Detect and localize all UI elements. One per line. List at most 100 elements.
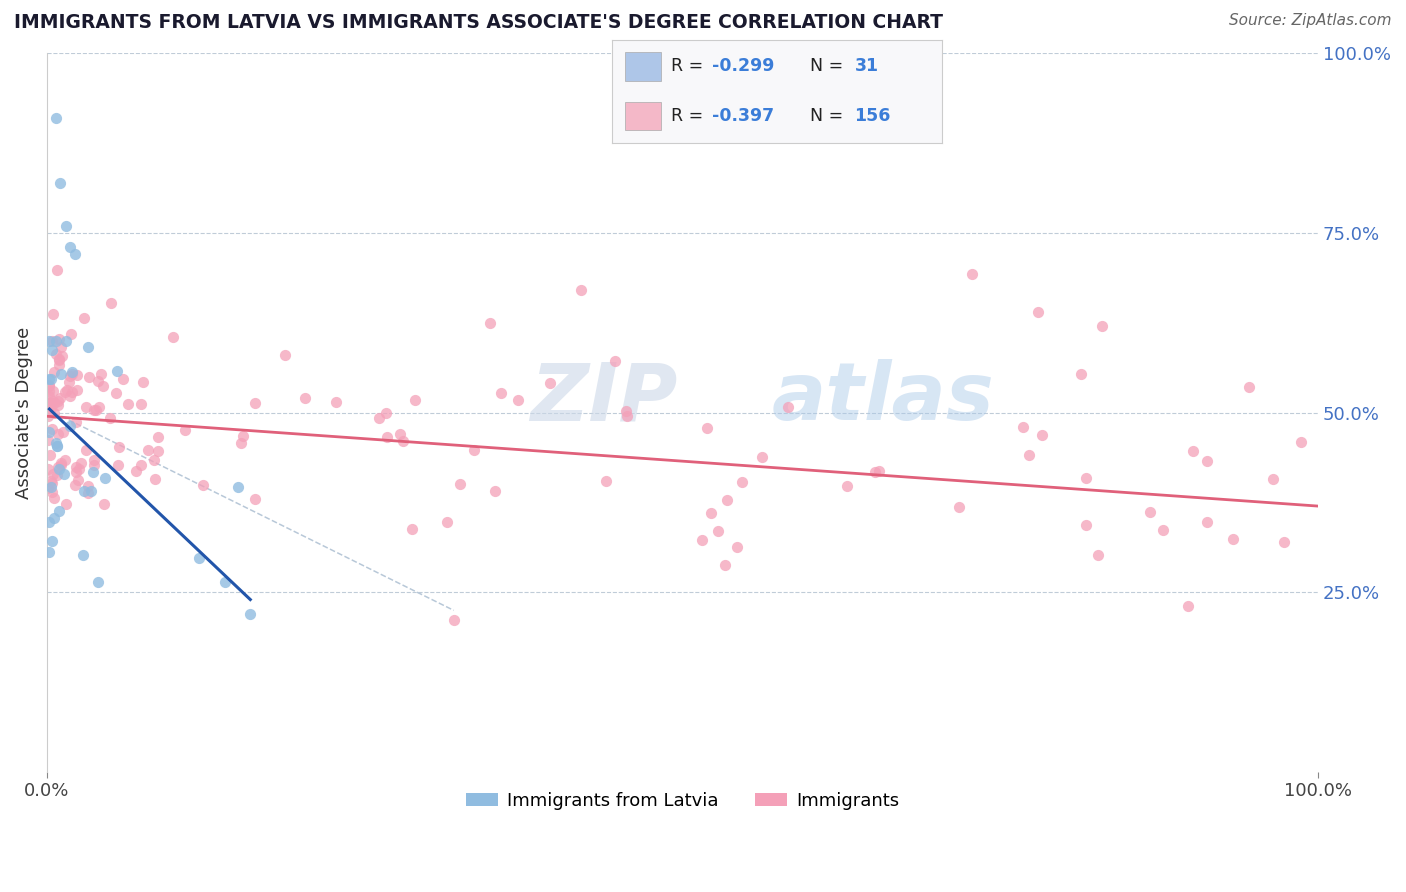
Point [44, 511, 66, 525]
Point [38, 425, 60, 439]
Point [77, 486, 100, 500]
Point [38, 389, 60, 403]
Point [38, 377, 60, 392]
Text: ZIP: ZIP [530, 359, 678, 437]
Point [72, 483, 94, 498]
Point [449, 477, 471, 491]
Point [41, 534, 63, 549]
Point [42, 491, 65, 506]
Point [48, 504, 70, 518]
Point [690, 533, 713, 547]
Point [65, 383, 87, 397]
Point [45, 435, 67, 450]
Point [375, 430, 398, 444]
Point [46, 263, 69, 277]
Point [294, 391, 316, 405]
Point [868, 464, 890, 478]
Point [65, 416, 87, 430]
Point [131, 397, 153, 411]
Point [569, 284, 592, 298]
Point [75, 401, 97, 415]
Point [48, 459, 70, 474]
Point [48, 358, 70, 372]
Point [595, 474, 617, 488]
Point [1237, 380, 1260, 394]
Point [59, 327, 82, 342]
Point [105, 386, 128, 401]
Point [112, 372, 135, 386]
Point [479, 316, 502, 330]
Point [60, 367, 83, 381]
Point [51, 349, 73, 363]
Point [42, 384, 65, 399]
Point [725, 540, 748, 554]
Point [129, 458, 152, 472]
Point [38, 394, 60, 409]
Point [94, 470, 117, 484]
Point [45, 334, 67, 348]
Point [443, 613, 465, 627]
Point [41, 485, 63, 500]
Point [143, 472, 166, 486]
Point [162, 330, 184, 344]
Point [84, 402, 107, 417]
Point [38, 372, 60, 386]
Point [42, 393, 65, 408]
Point [91, 379, 114, 393]
Point [696, 421, 718, 435]
Point [1181, 444, 1204, 458]
Point [105, 364, 128, 378]
Point [87, 574, 110, 589]
Point [45, 347, 67, 361]
Text: 156: 156 [855, 106, 891, 125]
Point [51, 340, 73, 354]
Point [188, 551, 211, 566]
Point [436, 515, 458, 529]
Point [60, 365, 83, 379]
Point [401, 522, 423, 536]
Point [77, 369, 100, 384]
Point [83, 458, 105, 473]
Point [70, 456, 93, 470]
Point [603, 354, 626, 368]
Point [66, 368, 89, 382]
Point [388, 427, 411, 442]
Point [39, 448, 62, 462]
Point [37, 434, 59, 448]
Point [1139, 505, 1161, 519]
Point [1091, 319, 1114, 334]
Point [59, 418, 82, 433]
Point [67, 462, 90, 476]
Point [1152, 523, 1174, 537]
Point [616, 409, 638, 424]
Point [100, 295, 122, 310]
Point [1222, 533, 1244, 547]
Point [243, 396, 266, 410]
Point [77, 479, 100, 493]
Point [117, 396, 139, 410]
Point [107, 458, 129, 473]
Point [173, 423, 195, 437]
Point [49, 457, 72, 471]
Point [98, 410, 121, 425]
Point [713, 558, 735, 572]
Point [46, 427, 69, 442]
Point [778, 401, 800, 415]
FancyBboxPatch shape [624, 53, 661, 81]
Point [700, 506, 723, 520]
Point [66, 473, 89, 487]
Point [751, 450, 773, 464]
Legend: Immigrants from Latvia, Immigrants: Immigrants from Latvia, Immigrants [458, 785, 907, 817]
Point [42, 467, 65, 481]
Point [46, 439, 69, 453]
Point [1012, 419, 1035, 434]
Point [614, 403, 637, 417]
Point [325, 395, 347, 409]
Point [48, 351, 70, 366]
Point [1028, 305, 1050, 319]
Point [193, 478, 215, 492]
Point [65, 478, 87, 492]
Point [865, 466, 887, 480]
Point [39, 480, 62, 494]
Point [55, 219, 77, 233]
